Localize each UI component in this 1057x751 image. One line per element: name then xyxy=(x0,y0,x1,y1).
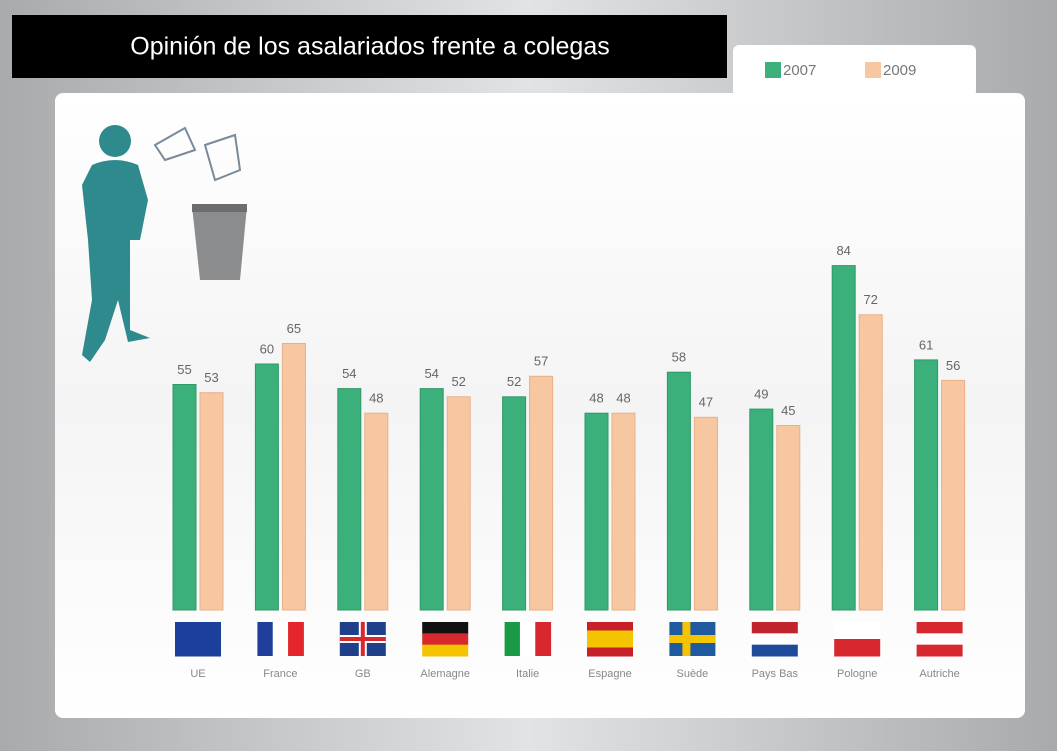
bar xyxy=(914,359,939,611)
title-box xyxy=(12,15,727,78)
value-label: 45 xyxy=(781,403,795,418)
value-label: 48 xyxy=(616,391,630,406)
bar xyxy=(858,314,883,611)
x-tick-label: UE xyxy=(190,668,205,680)
value-label: 54 xyxy=(342,366,356,381)
flag xyxy=(175,622,221,657)
value-label: 55 xyxy=(177,362,191,377)
value-label: 61 xyxy=(919,337,933,352)
x-tick-label: GB xyxy=(355,668,371,680)
value-label: 58 xyxy=(672,350,686,365)
value-label: 49 xyxy=(754,387,768,402)
value-label: 60 xyxy=(260,341,274,356)
x-tick-label: Suède xyxy=(676,668,708,680)
flag xyxy=(504,622,552,656)
value-label: 48 xyxy=(589,391,603,406)
chart-title: Opinión de los asalariados frente a cole… xyxy=(130,33,609,61)
legend-label: 2007 xyxy=(783,62,816,79)
value-label: 52 xyxy=(507,374,521,389)
value-label: 72 xyxy=(863,292,877,307)
flag xyxy=(834,622,881,657)
x-tick-label: Pologne xyxy=(837,668,877,680)
bar xyxy=(693,416,718,611)
value-label: 84 xyxy=(836,243,850,258)
bar xyxy=(446,396,471,611)
person-icon xyxy=(82,125,150,362)
x-tick-label: Alemagne xyxy=(420,668,470,680)
bar xyxy=(502,396,527,611)
bar xyxy=(666,371,691,611)
bar xyxy=(529,375,554,611)
bar xyxy=(172,384,197,611)
bar xyxy=(584,412,609,611)
value-label: 47 xyxy=(699,395,713,410)
x-tick-label: France xyxy=(263,668,297,680)
bar xyxy=(364,412,389,611)
bar xyxy=(199,392,224,611)
value-label: 54 xyxy=(424,366,438,381)
bar xyxy=(611,412,636,611)
legend-swatch xyxy=(765,62,781,78)
flag xyxy=(339,622,386,656)
x-tick-label: Italie xyxy=(516,668,539,680)
value-label: 56 xyxy=(946,358,960,373)
value-label: 52 xyxy=(451,374,465,389)
flag xyxy=(257,622,304,656)
value-label: 57 xyxy=(534,354,548,369)
bar xyxy=(749,408,774,611)
bar xyxy=(337,388,362,611)
flag xyxy=(916,622,963,657)
x-tick-label: Espagne xyxy=(588,668,631,680)
bar xyxy=(941,379,966,611)
value-label: 48 xyxy=(369,391,383,406)
flag xyxy=(422,622,469,657)
x-tick-label: Pays Bas xyxy=(752,668,799,680)
bar xyxy=(281,343,306,611)
bin-icon xyxy=(153,126,247,280)
bar xyxy=(254,363,279,611)
bar xyxy=(776,425,801,611)
flag xyxy=(751,622,798,657)
x-tick-label: Autriche xyxy=(919,668,959,680)
legend-label: 2009 xyxy=(883,62,916,79)
legend-swatch xyxy=(865,62,881,78)
value-label: 53 xyxy=(204,370,218,385)
bar xyxy=(831,265,856,611)
bar xyxy=(419,388,444,611)
value-label: 65 xyxy=(287,321,301,336)
legend-tab xyxy=(733,45,976,97)
flag xyxy=(669,622,716,656)
flag xyxy=(587,622,633,657)
